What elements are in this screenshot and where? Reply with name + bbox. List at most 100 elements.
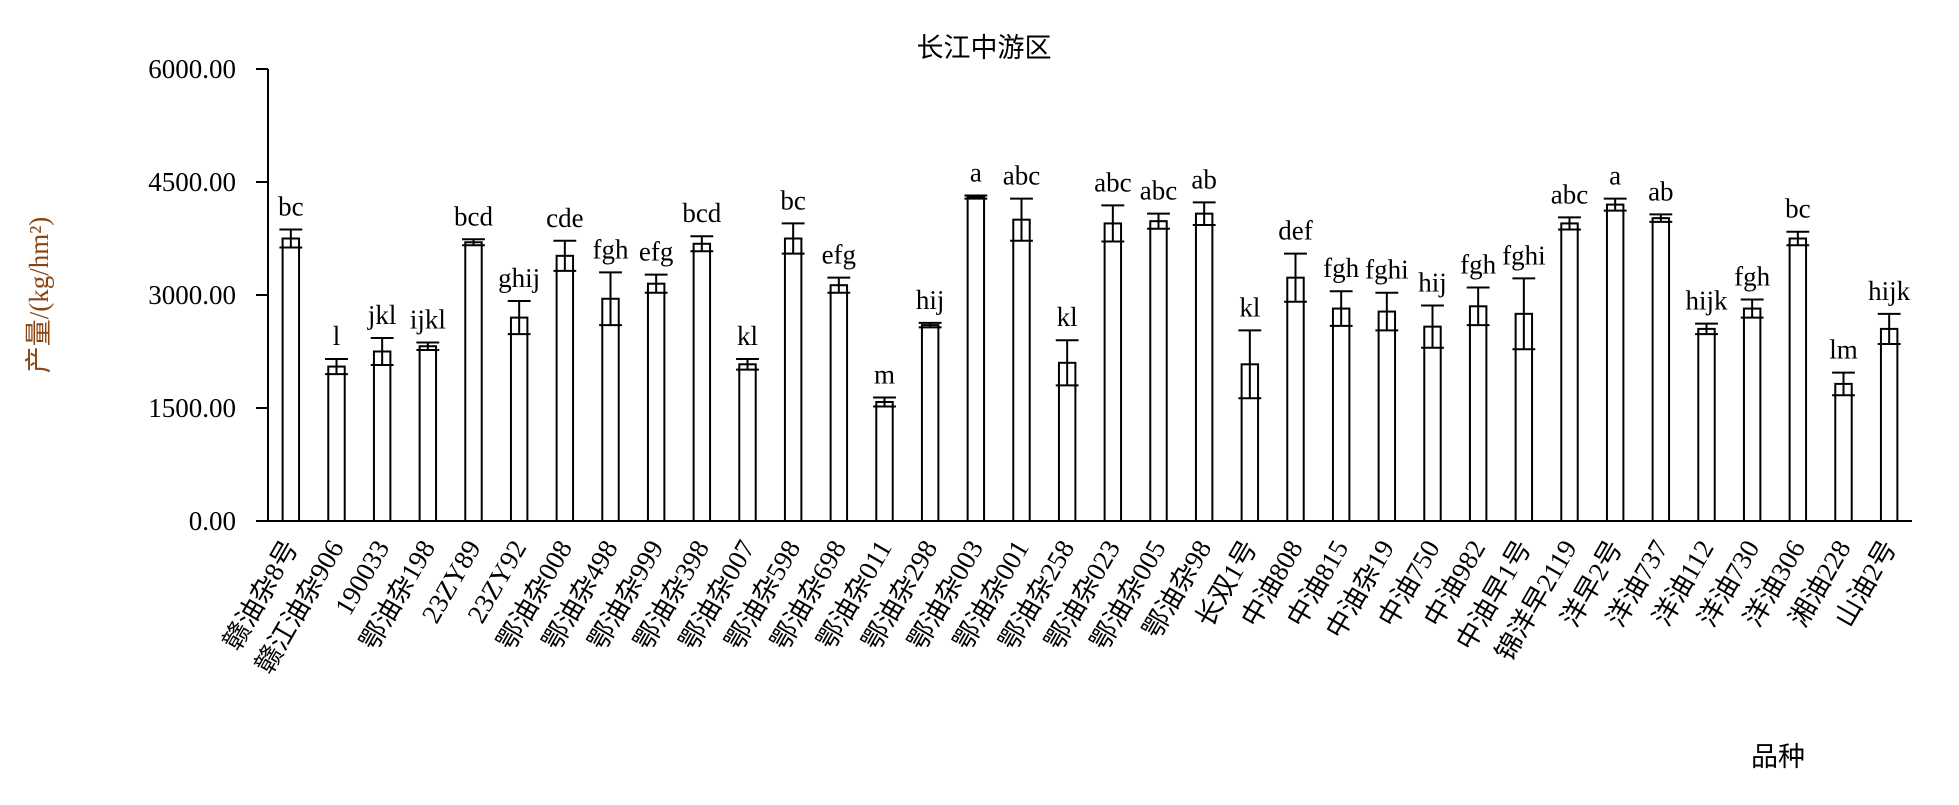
bar (1742, 307, 1762, 522)
significance-letter: bc (780, 185, 806, 215)
significance-letter: ab (1648, 176, 1673, 206)
significance-letter: bcd (454, 201, 493, 231)
bar (1286, 276, 1305, 522)
error-bar (690, 235, 714, 253)
significance-letter: bcd (682, 198, 721, 228)
significance-letter: hijk (1868, 276, 1911, 306)
significance-letter: a (1609, 161, 1621, 191)
bar (920, 324, 940, 522)
significance-letter: fghi (1502, 240, 1546, 270)
significance-letter: ghij (498, 263, 540, 293)
bar (1788, 237, 1808, 522)
error-bar (644, 273, 668, 294)
error-bar (325, 358, 348, 376)
y-axis-label: 产量/(kg/hm²) (24, 217, 54, 374)
y-tick-label: 4500.00 (148, 167, 236, 197)
bar (1651, 217, 1671, 522)
y-tick-label: 6000.00 (148, 54, 236, 84)
error-bar (1740, 298, 1764, 319)
error-bar (507, 300, 531, 336)
significance-letter: def (1278, 216, 1312, 246)
bar (555, 254, 575, 522)
bar (875, 400, 894, 522)
significance-letter: jkl (367, 300, 397, 330)
bar (1468, 305, 1488, 522)
error-bar (416, 341, 440, 351)
error-bar (964, 194, 988, 200)
significance-letter: bc (278, 191, 304, 221)
bar (966, 196, 986, 522)
significance-letter: hij (916, 285, 945, 315)
bar (1103, 222, 1123, 523)
error-bar (1512, 277, 1536, 351)
error-bar (1192, 201, 1216, 226)
significance-letter: abc (1094, 167, 1131, 197)
significance-letter: fgh (593, 234, 629, 264)
significance-letter: fgh (1734, 262, 1770, 292)
bar (1423, 325, 1442, 523)
error-bar (1832, 371, 1855, 397)
bar (418, 345, 438, 522)
bar (1377, 310, 1397, 522)
y-tick-label: 3000.00 (148, 280, 236, 310)
bar (738, 363, 757, 522)
error-bar (827, 276, 851, 294)
error-bar (279, 228, 303, 249)
x-axis-label: 品种 (1751, 742, 1805, 772)
significance-letter: kl (737, 321, 758, 351)
significance-letter: a (970, 158, 982, 188)
bar (829, 284, 849, 522)
significance-letter: ijkl (410, 304, 446, 334)
error-bar (1466, 286, 1490, 327)
significance-letter: cde (546, 203, 583, 233)
significance-letter: abc (1003, 161, 1040, 191)
significance-letter: efg (639, 237, 673, 267)
bar (1879, 327, 1899, 522)
significance-letter: fghi (1365, 255, 1409, 285)
significance-letter: kl (1239, 292, 1260, 322)
bar (1194, 212, 1214, 522)
significance-letter: hij (1418, 268, 1447, 298)
bar (601, 297, 620, 522)
y-tick-label: 1500.00 (148, 393, 236, 423)
error-bar (1695, 322, 1718, 336)
significance-letter: fgh (1323, 253, 1359, 283)
bar (1605, 203, 1625, 522)
significance-letter: bc (1785, 194, 1811, 224)
significance-letter: abc (1551, 179, 1588, 209)
significance-letter: hijk (1685, 286, 1728, 316)
bar (783, 237, 803, 522)
significance-letter: l (333, 321, 341, 351)
significance-letter: efg (822, 240, 856, 270)
error-bar (1603, 197, 1627, 212)
error-bar (1238, 329, 1262, 400)
significance-letter: abc (1140, 176, 1177, 206)
bar (692, 242, 712, 522)
error-bar (873, 396, 896, 408)
error-bar (1055, 339, 1079, 387)
bar (327, 365, 346, 523)
error-bar (1010, 197, 1033, 242)
significance-letter: m (874, 359, 895, 389)
error-bar (1375, 291, 1399, 332)
error-bar (1558, 216, 1581, 231)
error-bar (736, 358, 759, 371)
bar (1012, 218, 1031, 523)
bar (1560, 222, 1579, 523)
bar (372, 350, 392, 522)
bar (646, 282, 666, 523)
bar (1057, 361, 1077, 522)
error-bar (462, 238, 485, 247)
bar (1834, 382, 1853, 523)
bar (464, 241, 483, 522)
error-bar (370, 336, 394, 367)
significance-letter: fgh (1460, 249, 1496, 279)
chart-title: 长江中游区 (917, 33, 1052, 63)
error-bar (1147, 212, 1170, 230)
error-bar (1877, 312, 1901, 345)
error-bar (1786, 230, 1810, 247)
error-bar (1421, 304, 1444, 349)
error-bar (599, 271, 622, 327)
bar (509, 316, 529, 522)
